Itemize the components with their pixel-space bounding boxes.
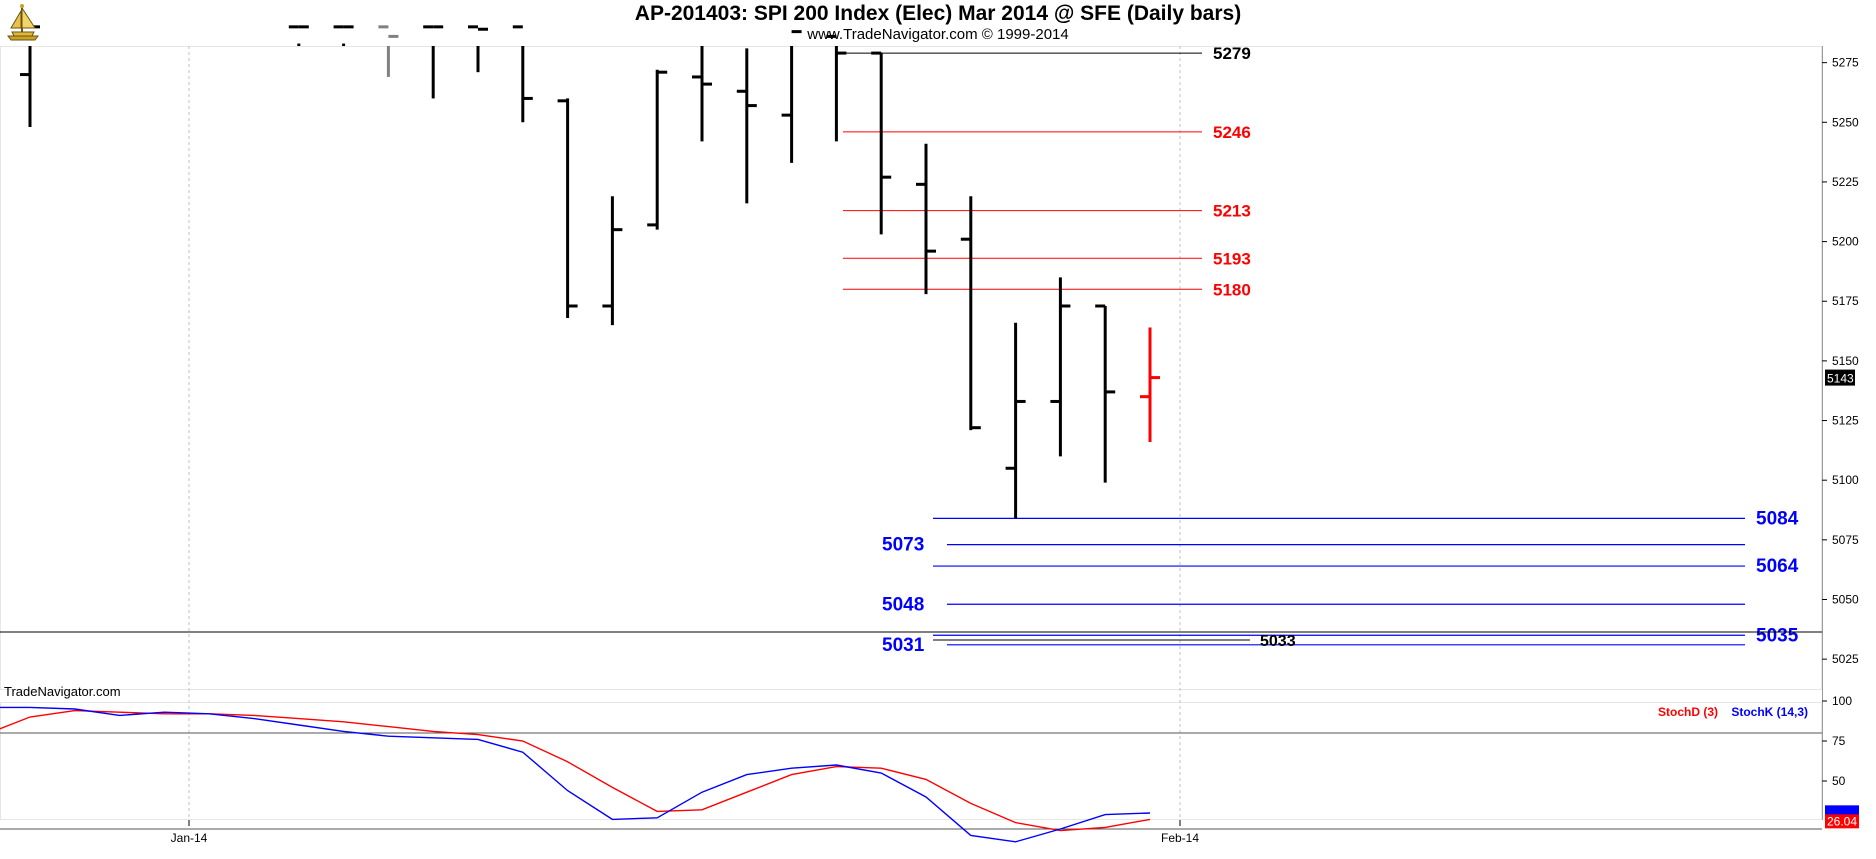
y-tick-label: 5075: [1832, 533, 1859, 547]
resistance-label: 5246: [1213, 123, 1251, 142]
price-axis-background: [1822, 46, 1876, 690]
legend-stoch-d: StochD (3): [1658, 705, 1718, 719]
y-tick-label: 5100: [1832, 473, 1859, 487]
support-label: 5048: [882, 594, 924, 615]
stoch-panel-background: [0, 702, 1822, 820]
chart-title: AP-201403: SPI 200 Index (Elec) Mar 2014…: [634, 2, 1242, 25]
x-tick-label: Feb-14: [1161, 831, 1199, 845]
y-tick-label: 5050: [1832, 592, 1859, 606]
y-tick-label: 5275: [1832, 56, 1859, 70]
reference-label: 5033: [1260, 633, 1296, 650]
trade-navigator-logo-icon: [7, 4, 39, 41]
y-tick-label: 5175: [1832, 294, 1859, 308]
stoch-d-line: [0, 709, 1151, 832]
support-label: 5064: [1756, 556, 1799, 577]
x-tick-label: Jan-14: [171, 831, 208, 845]
y-tick-label: 5225: [1832, 175, 1859, 189]
resistance-label: 5279: [1213, 44, 1251, 63]
last-price-badge: [1825, 369, 1855, 386]
price-panel-frame: [0, 46, 1822, 690]
y-tick-label: 5250: [1832, 115, 1859, 129]
price-panel-background: [0, 46, 1822, 690]
watermark-label: TradeNavigator.com: [4, 684, 121, 699]
support-label: 5084: [1756, 508, 1799, 529]
support-label: 5031: [882, 635, 925, 656]
legend-stoch-k: StochK (14,3): [1731, 705, 1808, 719]
resistance-label: 5213: [1213, 202, 1251, 221]
stoch-y-tick-label: 100: [1832, 694, 1852, 708]
stoch-y-tick-label: 75: [1832, 734, 1846, 748]
y-tick-label: 5200: [1832, 235, 1859, 249]
resistance-label: 5193: [1213, 249, 1251, 268]
last-price-label: 5143: [1827, 372, 1854, 386]
support-label: 5035: [1756, 625, 1799, 646]
y-tick-label: 5125: [1832, 414, 1859, 428]
stoch-d-last-badge: [1825, 814, 1859, 829]
stoch-k-last-badge: [1825, 805, 1859, 816]
resistance-label: 5180: [1213, 280, 1251, 299]
y-tick-label: 5150: [1832, 354, 1859, 368]
chart-subtitle: www.TradeNavigator.com © 1999-2014: [807, 26, 1069, 43]
stoch-k-line: [0, 706, 1151, 843]
y-tick-label: 5025: [1832, 652, 1859, 666]
stoch-y-tick-label: 50: [1832, 774, 1846, 788]
stoch-last-value-label: 26.04: [1827, 814, 1857, 828]
support-label: 5073: [882, 535, 924, 556]
stoch-panel-frame: [0, 702, 1822, 820]
